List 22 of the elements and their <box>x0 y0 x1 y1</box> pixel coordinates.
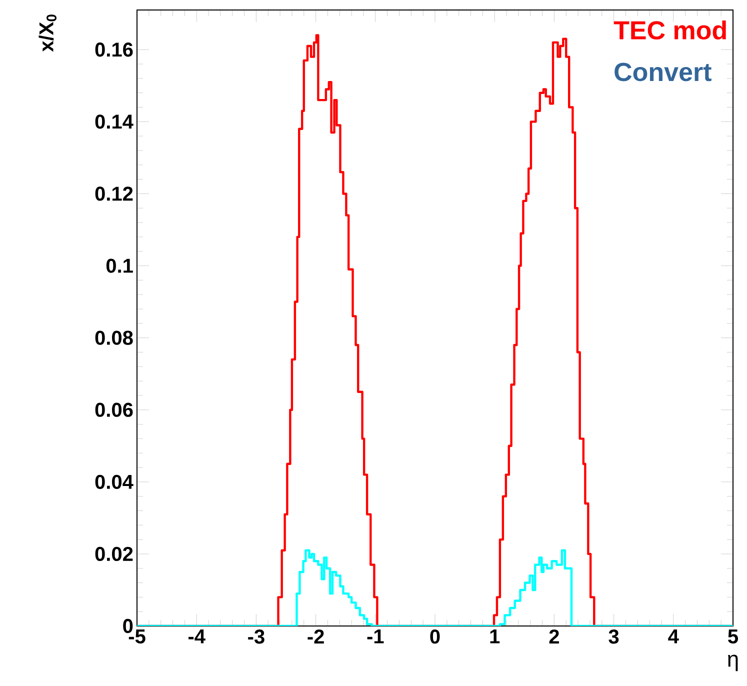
y-tick-label: 0.06 <box>95 402 133 417</box>
annotation: TEC mod <box>614 20 726 40</box>
annotation: Convert <box>614 62 712 82</box>
y-tick-label: 0.02 <box>95 546 133 562</box>
x-tick-label: -2 <box>308 630 324 644</box>
x-axis-title: η <box>728 654 738 672</box>
y-tick-label: 0.12 <box>95 186 133 201</box>
y-tick-label: 0.04 <box>95 474 134 489</box>
x-tick-label: 3 <box>608 630 619 644</box>
x-tick-label: -1 <box>367 630 384 644</box>
x-tick-label: -4 <box>188 630 206 644</box>
x-tick-label: 2 <box>549 630 559 644</box>
y-axis-title: x/X$_{0}$ <box>38 14 56 52</box>
y-tick-label: 0.08 <box>95 330 133 345</box>
x-tick-label: 5 <box>728 630 738 644</box>
y-tick-label: 0.14 <box>95 114 134 129</box>
x-tick-label: 4 <box>668 630 679 644</box>
y-tick-label: 0.1 <box>106 258 133 273</box>
y-tick-label: 0.16 <box>95 42 133 57</box>
x-tick-label: 0 <box>430 630 440 644</box>
x-tick-label: -3 <box>248 630 264 644</box>
x-tick-label: 1 <box>490 630 500 644</box>
